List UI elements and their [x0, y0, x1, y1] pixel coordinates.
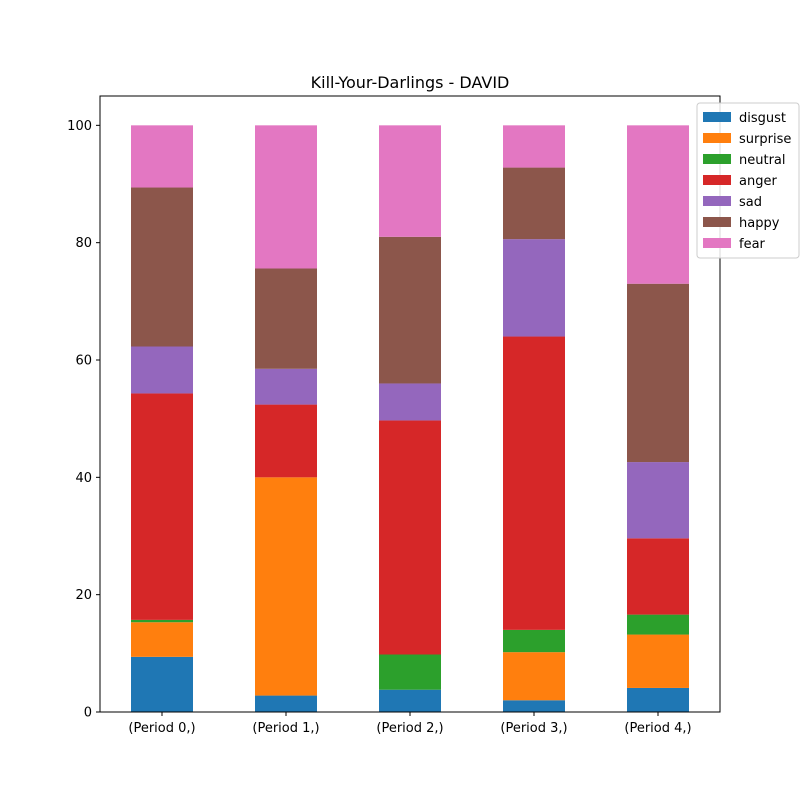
legend-label-surprise: surprise — [739, 132, 791, 147]
bar-segment-fear-0 — [131, 125, 193, 188]
bar-segment-sad-0 — [131, 346, 193, 394]
bar-segment-surprise-4 — [627, 634, 689, 688]
legend-swatch-fear — [703, 238, 731, 248]
bar-segment-sad-2 — [379, 383, 441, 421]
bar-segment-fear-1 — [255, 125, 317, 269]
bar-segment-sad-1 — [255, 368, 317, 405]
bar-segment-fear-2 — [379, 125, 441, 237]
chart-title: Kill-Your-Darlings - DAVID — [311, 73, 510, 92]
bar-segment-happy-0 — [131, 187, 193, 347]
bar-segment-anger-4 — [627, 538, 689, 615]
bars-group — [131, 125, 689, 712]
bar-segment-anger-1 — [255, 404, 317, 478]
bar-segment-disgust-1 — [255, 695, 317, 712]
x-axis-ticks: (Period 0,) (Period 1,) (Period 2,) (Period… — [128, 712, 692, 736]
bar-segment-disgust-4 — [627, 687, 689, 712]
y-tick-label: 0 — [84, 706, 92, 721]
legend-swatch-neutral — [703, 154, 731, 164]
bar-segment-happy-3 — [503, 167, 565, 240]
bar-segment-sad-3 — [503, 239, 565, 337]
legend-label-sad: sad — [739, 195, 762, 210]
bar-segment-neutral-0 — [131, 619, 193, 623]
legend-label-neutral: neutral — [739, 153, 786, 168]
legend-swatch-sad — [703, 196, 731, 206]
x-tick-label: (Period 2,) — [376, 721, 443, 736]
bar-segment-fear-4 — [627, 125, 689, 284]
y-tick-label: 80 — [75, 236, 92, 251]
y-tick-label: 60 — [75, 354, 92, 369]
legend-label-anger: anger — [739, 174, 777, 189]
legend: disgust surprise neutral anger sad happy fear — [696, 102, 800, 259]
y-axis-ticks: 0 20 40 60 80 100 — [67, 119, 100, 721]
legend-swatch-surprise — [703, 133, 731, 143]
bar-segment-neutral-4 — [627, 614, 689, 635]
bar-segment-disgust-0 — [131, 656, 193, 712]
x-tick-label: (Period 3,) — [500, 721, 567, 736]
bar-segment-fear-3 — [503, 125, 565, 168]
bar-segment-surprise-1 — [255, 477, 317, 696]
bar-segment-happy-2 — [379, 236, 441, 384]
bar-segment-neutral-3 — [503, 629, 565, 653]
bar-segment-sad-4 — [627, 462, 689, 539]
bar-segment-neutral-2 — [379, 654, 441, 690]
bar-segment-anger-0 — [131, 393, 193, 620]
bar-segment-happy-4 — [627, 283, 689, 463]
x-tick-label: (Period 0,) — [128, 721, 195, 736]
bar-segment-anger-3 — [503, 336, 565, 630]
x-tick-label: (Period 1,) — [252, 721, 319, 736]
y-tick-label: 20 — [75, 588, 92, 603]
bar-segment-happy-1 — [255, 268, 317, 369]
bar-segment-surprise-0 — [131, 622, 193, 657]
x-tick-label: (Period 4,) — [624, 721, 691, 736]
legend-swatch-anger — [703, 175, 731, 185]
bar-segment-disgust-2 — [379, 689, 441, 712]
legend-label-disgust: disgust — [739, 111, 786, 126]
legend-label-happy: happy — [739, 216, 780, 231]
bar-segment-anger-2 — [379, 420, 441, 655]
legend-label-fear: fear — [739, 237, 766, 252]
bar-segment-disgust-3 — [503, 700, 565, 712]
y-tick-label: 100 — [67, 119, 92, 134]
legend-swatch-disgust — [703, 112, 731, 122]
y-tick-label: 40 — [75, 471, 92, 486]
bar-segment-surprise-3 — [503, 652, 565, 701]
legend-swatch-happy — [703, 217, 731, 227]
